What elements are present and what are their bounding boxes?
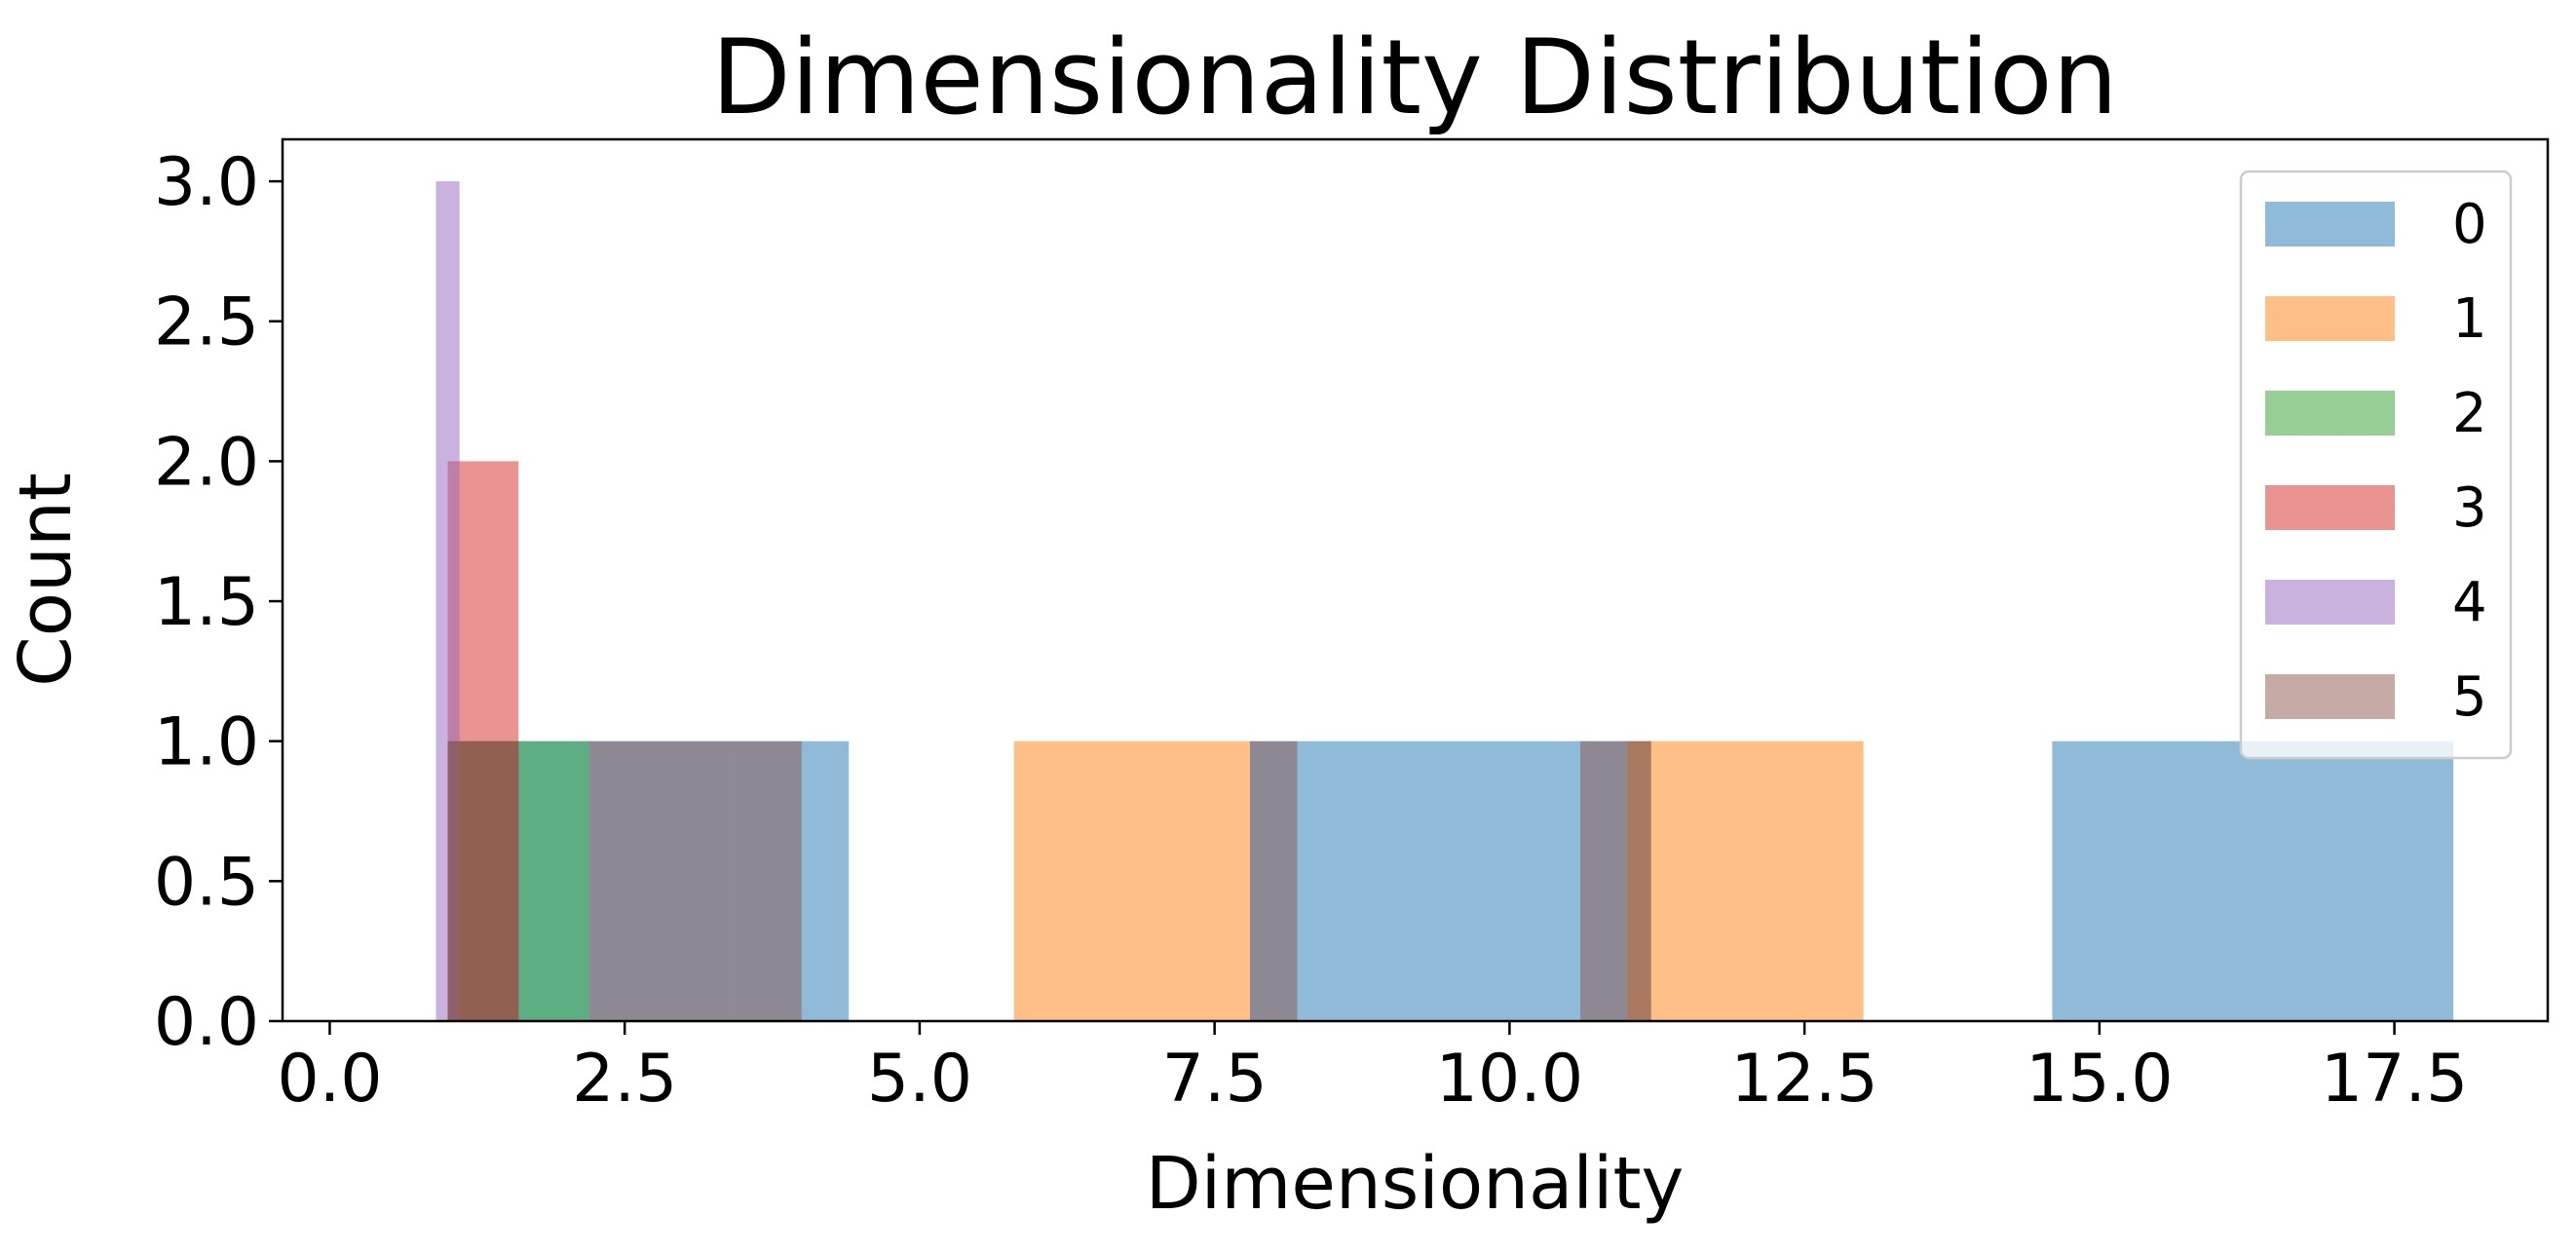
bar-series-5-bin-3 <box>1249 740 1298 1021</box>
legend-label-2: 2 <box>2452 382 2487 445</box>
x-tick-label: 0.0 <box>277 1041 382 1118</box>
x-tick-label: 2.5 <box>572 1041 677 1118</box>
y-tick-label: 0.5 <box>154 844 259 921</box>
y-tick-label: 2.5 <box>154 285 259 361</box>
legend-label-4: 4 <box>2452 571 2487 634</box>
x-tick-label: 12.5 <box>1730 1041 1877 1118</box>
y-tick-label: 3.0 <box>154 144 259 221</box>
y-axis: 0.0 0.5 1.0 1.5 2.0 2.5 3.0 <box>154 144 283 1061</box>
legend-label-1: 1 <box>2452 287 2487 351</box>
bar-series-5-bin-1 <box>588 740 732 1021</box>
legend-swatch-0 <box>2265 202 2395 247</box>
x-tick-label: 15.0 <box>2026 1041 2173 1118</box>
legend-swatch-2 <box>2265 391 2395 436</box>
legend-swatch-5 <box>2265 674 2395 719</box>
y-tick-label: 1.0 <box>154 704 259 781</box>
x-axis-label: Dimensionality <box>1146 1142 1685 1226</box>
y-tick-label: 1.5 <box>154 564 259 641</box>
legend-label-3: 3 <box>2452 476 2487 540</box>
y-tick-label: 2.0 <box>154 424 259 501</box>
chart-title: Dimensionality Distribution <box>711 18 2118 137</box>
bars-layer <box>436 181 2454 1022</box>
bar-series-0-bin-2 <box>2052 740 2454 1021</box>
x-tick-label: 5.0 <box>867 1041 972 1118</box>
x-tick-label: 10.0 <box>1436 1041 1583 1118</box>
bar-series-5-bin-0 <box>447 740 519 1021</box>
x-tick-label: 17.5 <box>2321 1041 2468 1118</box>
legend-swatch-4 <box>2265 580 2395 625</box>
bar-series-5-bin-2 <box>731 740 802 1021</box>
plot-frame <box>281 137 2550 1023</box>
y-tick-label: 0.0 <box>154 984 259 1061</box>
bar-series-1-bin-0 <box>1013 740 1250 1021</box>
bar-series-1-bin-1 <box>1627 740 1864 1021</box>
legend-label-5: 5 <box>2452 665 2487 729</box>
legend-label-0: 0 <box>2452 193 2487 256</box>
y-axis-label: Count <box>4 473 88 687</box>
legend: 0 1 2 3 4 5 <box>2239 170 2513 760</box>
legend-swatch-1 <box>2265 296 2395 341</box>
x-tick-label: 7.5 <box>1162 1041 1268 1118</box>
x-axis: 0.0 2.5 5.0 7.5 10.0 12.5 15.0 17.5 <box>277 1021 2468 1118</box>
legend-swatch-3 <box>2265 485 2395 530</box>
bar-series-5-bin-4 <box>1580 740 1651 1021</box>
